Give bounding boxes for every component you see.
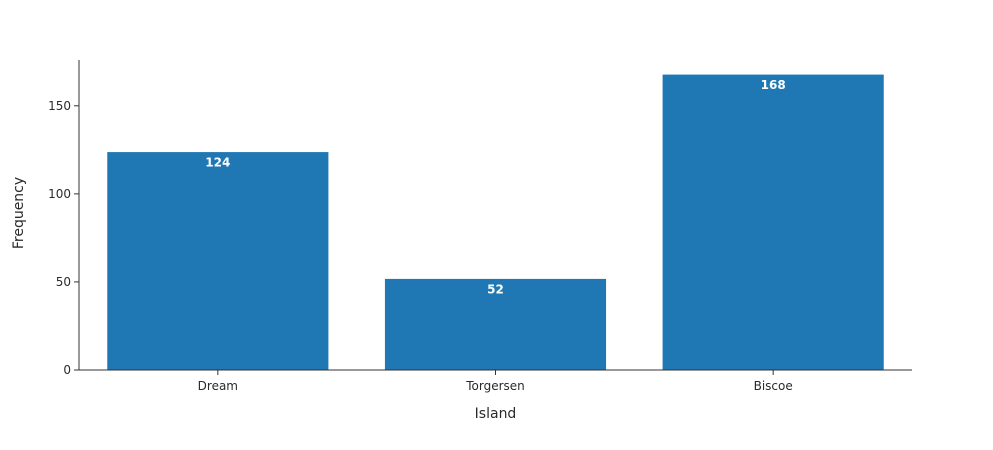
bar-data-labels: 124 52 168 [205,78,785,296]
y-tick-label: 100 [48,187,71,201]
y-axis-ticks: 0 50 100 150 [48,99,79,377]
x-tick-label-dream: Dream [198,379,238,393]
bar-biscoe [661,73,885,371]
bar-dream [106,151,330,371]
bar-value-label-torgersen: 52 [487,282,504,296]
x-tick-label-biscoe: Biscoe [754,379,793,393]
y-tick-label: 150 [48,99,71,113]
x-axis-title: Island [475,406,517,422]
y-axis-title: Frequency [11,177,27,249]
bar-torgersen [383,277,608,371]
y-tick-label: 50 [56,275,71,289]
bars [106,73,885,371]
bar-value-label-biscoe: 168 [761,78,786,92]
y-tick-label: 0 [63,363,71,377]
x-tick-label-torgersen: Torgersen [465,379,525,393]
bar-value-label-dream: 124 [205,156,230,170]
x-axis-ticks: Dream Torgersen Biscoe [198,370,793,393]
